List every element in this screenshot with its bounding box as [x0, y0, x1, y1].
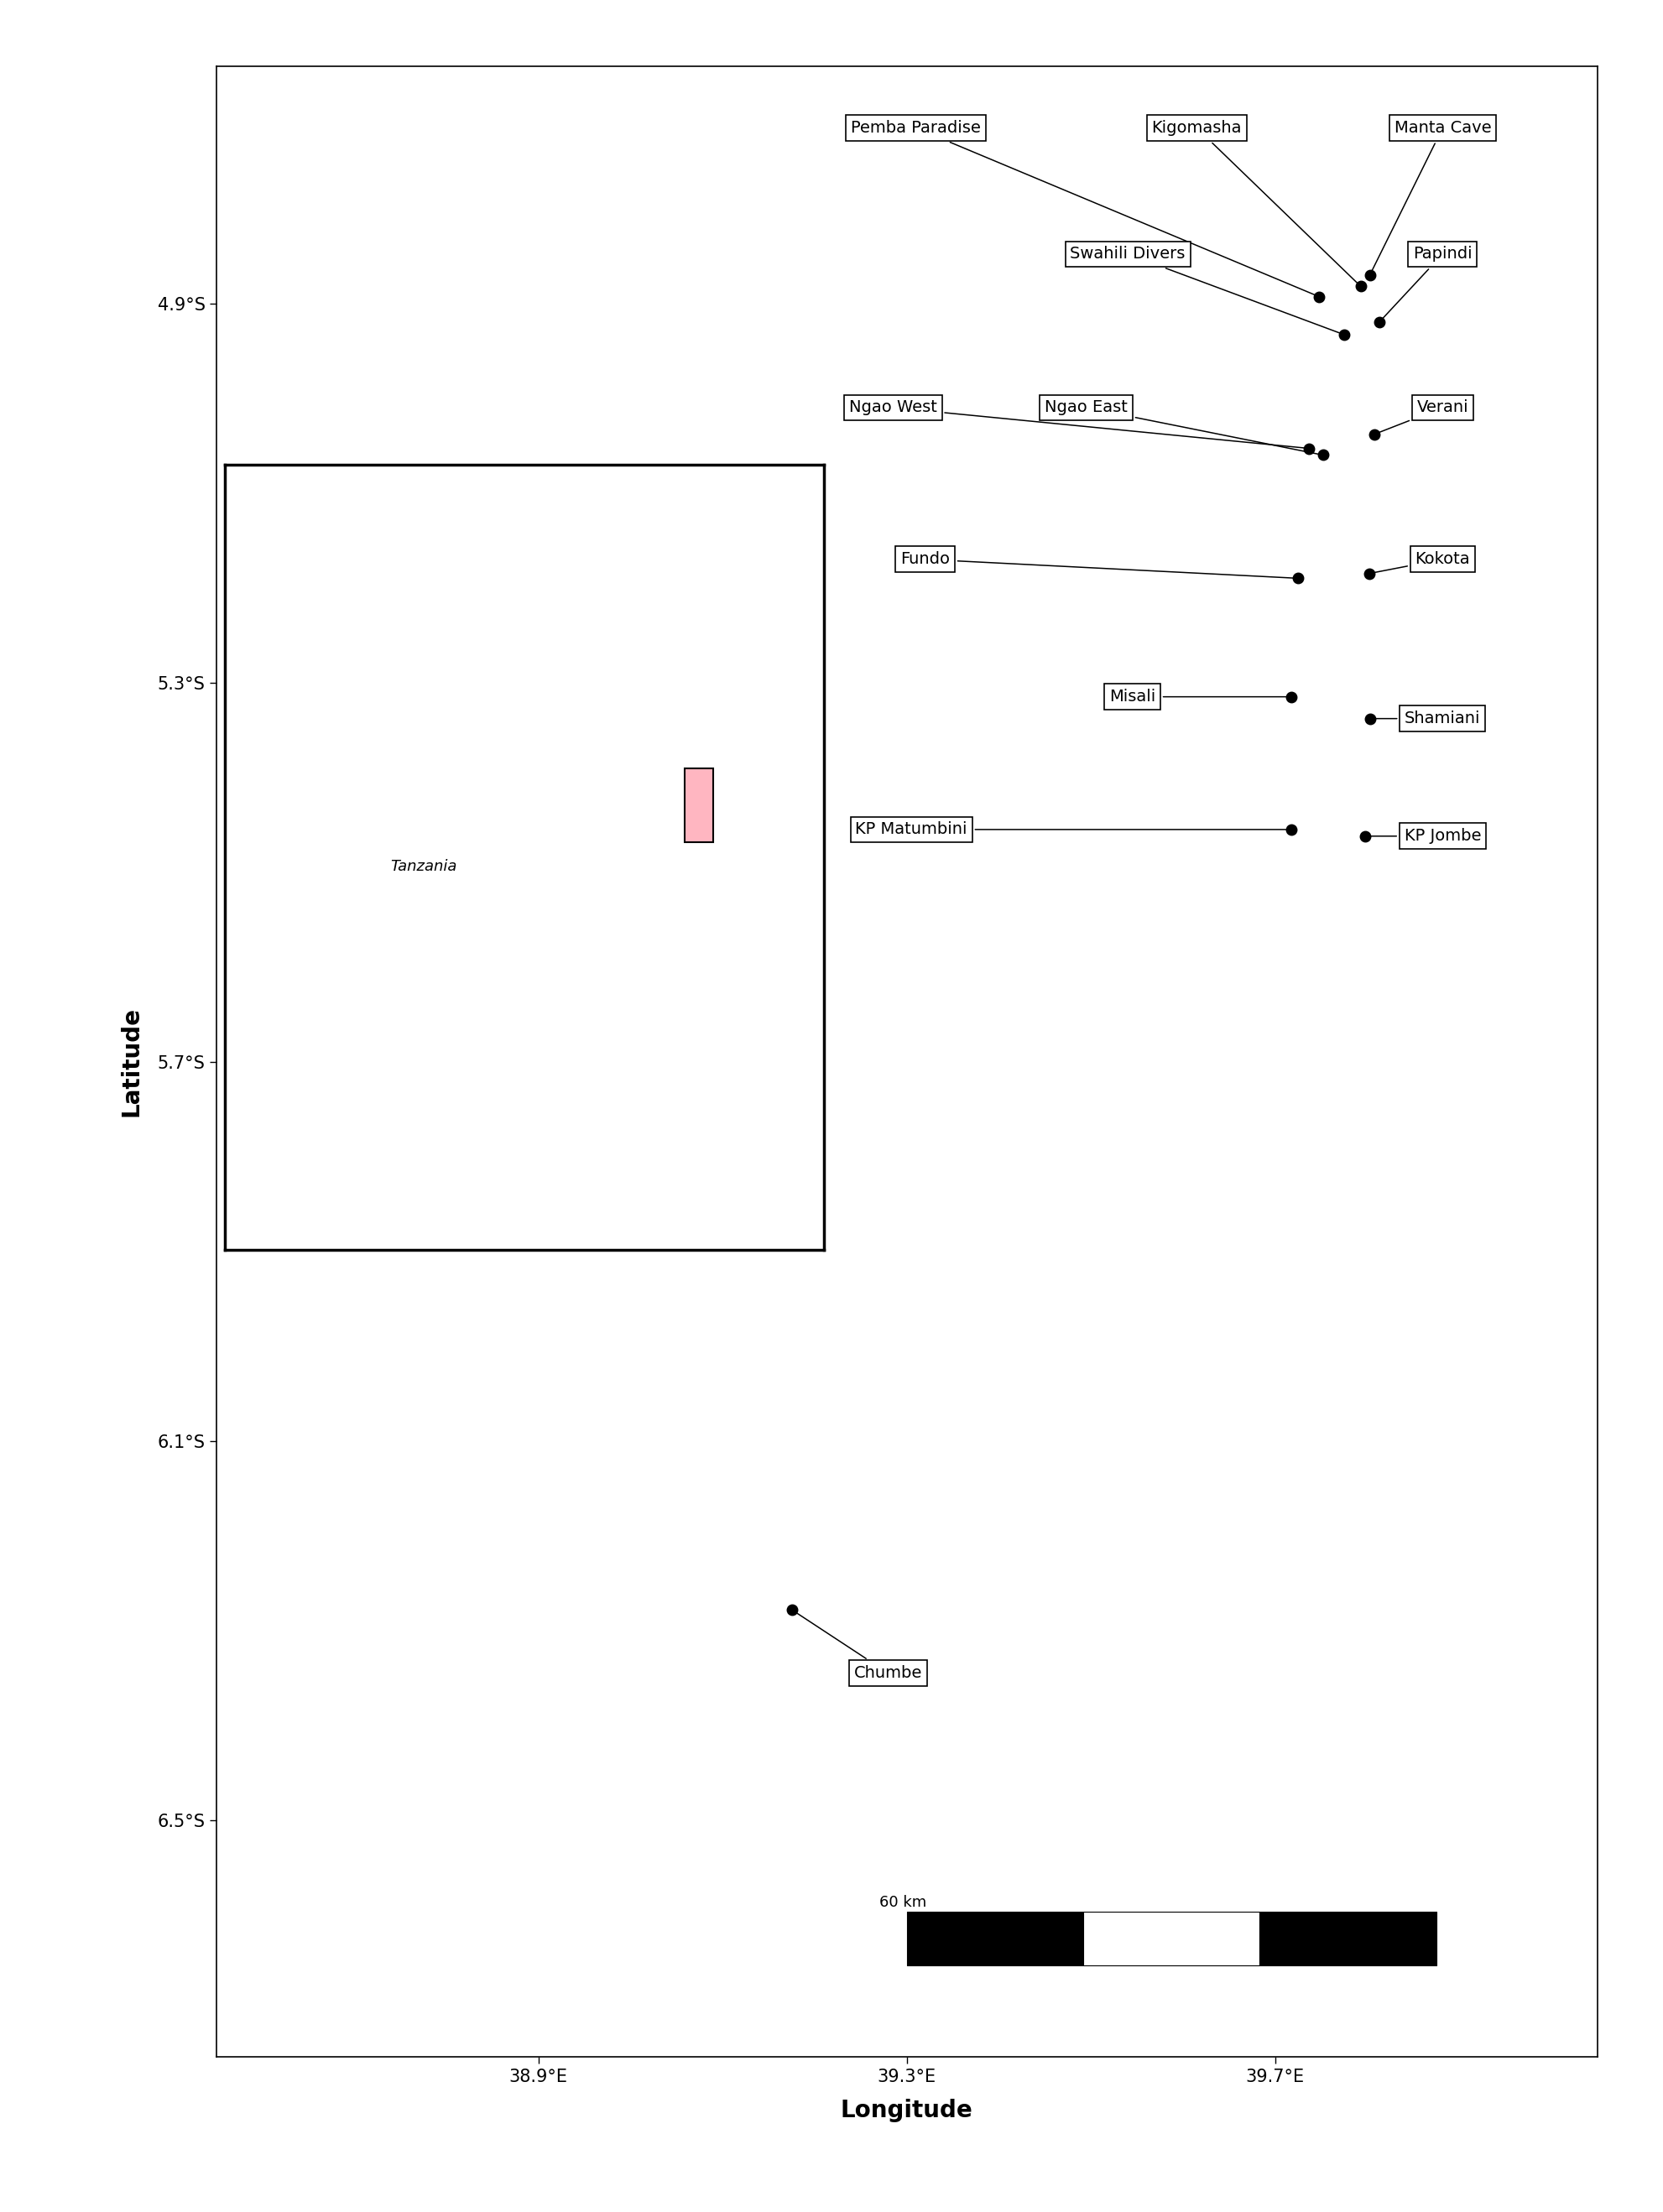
Text: Shamiani: Shamiani	[1372, 710, 1480, 726]
Text: Swahili Divers: Swahili Divers	[1069, 246, 1342, 334]
Text: 60 km: 60 km	[878, 1896, 926, 1911]
Text: KP Matumbini: KP Matumbini	[855, 821, 1289, 838]
Text: Papindi: Papindi	[1380, 246, 1472, 321]
Text: Chumbe: Chumbe	[793, 1610, 921, 1681]
Text: Fundo: Fundo	[900, 551, 1295, 577]
Text: Kokota: Kokota	[1370, 551, 1470, 573]
Y-axis label: Latitude: Latitude	[120, 1006, 143, 1117]
Text: Ngao East: Ngao East	[1044, 400, 1320, 456]
Text: Misali: Misali	[1109, 688, 1289, 706]
Text: Manta Cave: Manta Cave	[1370, 119, 1490, 272]
Text: Pemba Paradise: Pemba Paradise	[850, 119, 1317, 296]
Text: Tanzania: Tanzania	[391, 858, 457, 874]
X-axis label: Longitude: Longitude	[840, 2099, 973, 2124]
Text: KP Jombe: KP Jombe	[1367, 827, 1480, 845]
Text: Ngao West: Ngao West	[848, 400, 1305, 449]
Text: Verani: Verani	[1375, 400, 1468, 434]
Text: Kigomasha: Kigomasha	[1151, 119, 1359, 285]
Bar	[685, 768, 713, 843]
